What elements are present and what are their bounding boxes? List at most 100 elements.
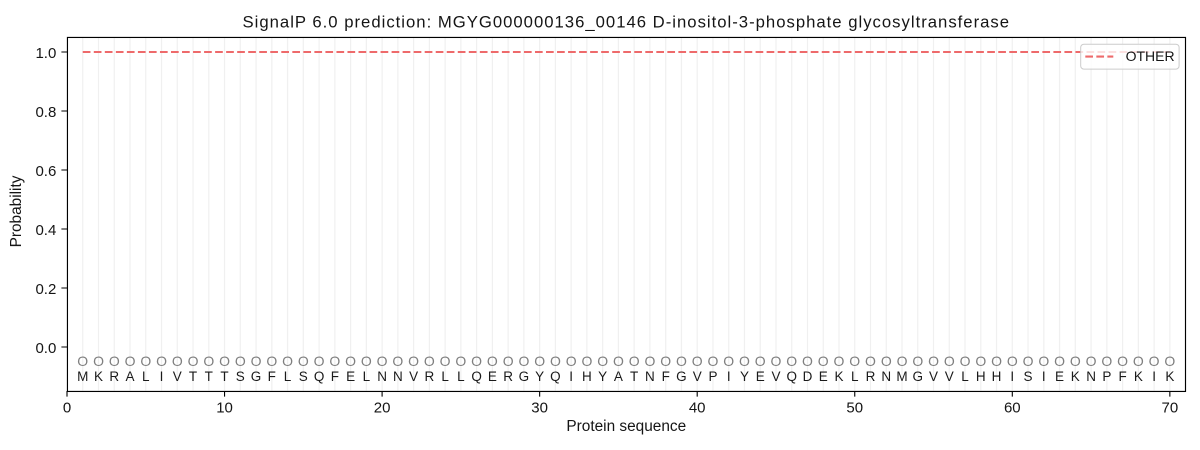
svg-text:60: 60: [1004, 399, 1021, 416]
svg-text:Protein sequence: Protein sequence: [566, 418, 686, 435]
svg-text:Q: Q: [471, 369, 482, 384]
svg-text:T: T: [220, 369, 228, 384]
svg-text:O: O: [219, 353, 230, 369]
svg-text:O: O: [487, 353, 498, 369]
svg-text:K: K: [834, 369, 843, 384]
svg-text:O: O: [802, 353, 813, 369]
svg-text:0.0: 0.0: [35, 340, 56, 357]
svg-text:E: E: [819, 369, 828, 384]
svg-text:F: F: [268, 369, 276, 384]
svg-text:40: 40: [689, 399, 706, 416]
svg-text:O: O: [975, 353, 986, 369]
svg-text:1.0: 1.0: [35, 45, 56, 62]
svg-text:O: O: [676, 353, 687, 369]
svg-text:O: O: [723, 353, 734, 369]
svg-text:K: K: [94, 369, 103, 384]
svg-text:O: O: [1007, 353, 1018, 369]
svg-text:G: G: [251, 369, 262, 384]
svg-text:T: T: [630, 369, 638, 384]
svg-text:O: O: [408, 353, 419, 369]
svg-text:Y: Y: [535, 369, 544, 384]
svg-text:Y: Y: [598, 369, 607, 384]
svg-text:O: O: [771, 353, 782, 369]
svg-text:Probability: Probability: [8, 175, 25, 247]
svg-text:L: L: [363, 369, 371, 384]
svg-text:L: L: [441, 369, 449, 384]
svg-text:V: V: [173, 369, 182, 384]
svg-text:O: O: [881, 353, 892, 369]
svg-text:O: O: [424, 353, 435, 369]
svg-text:F: F: [331, 369, 339, 384]
svg-text:V: V: [693, 369, 702, 384]
svg-text:R: R: [109, 369, 119, 384]
svg-text:A: A: [614, 369, 623, 384]
svg-text:O: O: [1054, 353, 1065, 369]
svg-text:I: I: [569, 369, 573, 384]
svg-text:O: O: [692, 353, 703, 369]
svg-text:O: O: [345, 353, 356, 369]
svg-text:20: 20: [374, 399, 391, 416]
svg-text:P: P: [1102, 369, 1111, 384]
svg-text:E: E: [346, 369, 355, 384]
svg-text:K: K: [1071, 369, 1080, 384]
svg-text:N: N: [881, 369, 891, 384]
svg-text:0.4: 0.4: [35, 222, 56, 239]
svg-text:H: H: [992, 369, 1002, 384]
svg-text:L: L: [142, 369, 150, 384]
svg-text:O: O: [377, 353, 388, 369]
svg-text:G: G: [676, 369, 687, 384]
svg-text:O: O: [1070, 353, 1081, 369]
svg-text:O: O: [77, 353, 88, 369]
svg-text:T: T: [189, 369, 197, 384]
svg-text:O: O: [282, 353, 293, 369]
svg-text:R: R: [503, 369, 513, 384]
svg-text:O: O: [361, 353, 372, 369]
svg-text:O: O: [660, 353, 671, 369]
svg-text:V: V: [409, 369, 418, 384]
svg-text:O: O: [235, 353, 246, 369]
svg-text:N: N: [377, 369, 387, 384]
svg-text:F: F: [1118, 369, 1126, 384]
svg-text:10: 10: [216, 399, 233, 416]
svg-text:N: N: [645, 369, 655, 384]
svg-text:L: L: [284, 369, 292, 384]
svg-text:G: G: [519, 369, 530, 384]
svg-text:I: I: [160, 369, 164, 384]
svg-text:K: K: [1165, 369, 1174, 384]
svg-text:M: M: [77, 369, 88, 384]
svg-text:G: G: [913, 369, 924, 384]
svg-text:O: O: [849, 353, 860, 369]
svg-text:70: 70: [1162, 399, 1179, 416]
svg-text:O: O: [518, 353, 529, 369]
svg-text:O: O: [597, 353, 608, 369]
svg-text:O: O: [1117, 353, 1128, 369]
svg-text:O: O: [1086, 353, 1097, 369]
svg-text:L: L: [961, 369, 969, 384]
svg-text:O: O: [613, 353, 624, 369]
svg-text:O: O: [203, 353, 214, 369]
svg-text:O: O: [534, 353, 545, 369]
svg-text:O: O: [644, 353, 655, 369]
svg-text:Y: Y: [740, 369, 749, 384]
svg-text:O: O: [865, 353, 876, 369]
svg-text:0: 0: [63, 399, 71, 416]
svg-text:O: O: [471, 353, 482, 369]
svg-text:O: O: [581, 353, 592, 369]
svg-text:O: O: [1101, 353, 1112, 369]
svg-text:I: I: [727, 369, 731, 384]
svg-text:O: O: [125, 353, 136, 369]
svg-text:O: O: [991, 353, 1002, 369]
svg-text:O: O: [629, 353, 640, 369]
svg-text:O: O: [1133, 353, 1144, 369]
svg-text:E: E: [488, 369, 497, 384]
svg-text:O: O: [755, 353, 766, 369]
svg-text:O: O: [912, 353, 923, 369]
svg-text:M: M: [896, 369, 907, 384]
svg-text:OTHER: OTHER: [1126, 48, 1175, 64]
svg-text:O: O: [928, 353, 939, 369]
svg-text:A: A: [126, 369, 135, 384]
svg-text:0.8: 0.8: [35, 104, 56, 121]
svg-text:T: T: [205, 369, 213, 384]
svg-text:O: O: [1038, 353, 1049, 369]
svg-text:O: O: [172, 353, 183, 369]
